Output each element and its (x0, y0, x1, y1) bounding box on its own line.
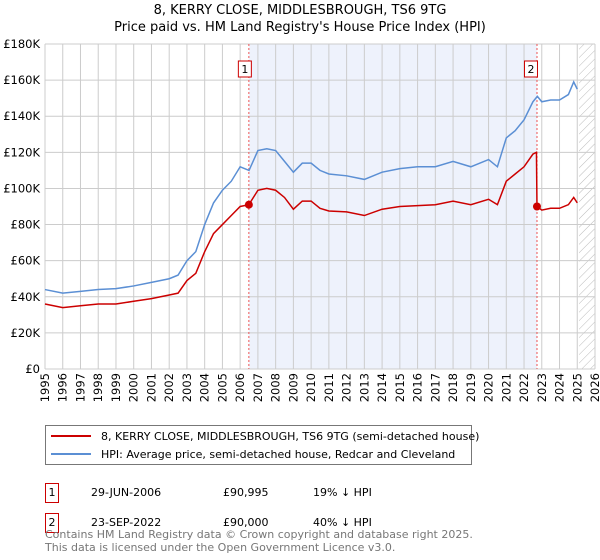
chart-subtitle: Price paid vs. HM Land Registry's House … (114, 20, 486, 35)
sale-date: 29-JUN-2006 (91, 486, 162, 499)
x-tick-label: 2009 (286, 373, 300, 402)
annotation-label: 1 (241, 63, 248, 76)
sale-date: 23-SEP-2022 (91, 516, 162, 529)
x-tick-label: 1999 (109, 373, 123, 402)
chart-title: 8, KERRY CLOSE, MIDDLESBROUGH, TS6 9TG (153, 3, 447, 18)
property-price-line (44, 151, 578, 309)
x-tick-label: 2023 (535, 373, 549, 402)
hpi-line (44, 80, 578, 294)
x-tick-label: 2020 (482, 373, 496, 402)
x-tick-label: 2013 (357, 373, 371, 402)
x-tick-label: 2014 (375, 373, 389, 402)
x-tick-label: 2008 (269, 373, 283, 402)
forecast-hatch (579, 44, 595, 369)
sale-price: £90,995 (223, 486, 269, 499)
annotation-box (523, 60, 538, 78)
x-tick-label: 2007 (251, 373, 265, 402)
y-tick-label: £140K (3, 109, 40, 123)
x-tick-label: 2024 (553, 373, 567, 402)
x-tick-label: 1996 (56, 373, 70, 402)
sale-hpi-diff: 19% ↓ HPI (313, 486, 372, 499)
price-chart: 1995 1996 1997 1998 1999 2000 2001 2002 2003 2004… (3, 37, 600, 402)
x-tick-label: 2004 (198, 373, 212, 402)
y-tick-label: £60K (11, 254, 41, 268)
legend: 8, KERRY CLOSE, MIDDLESBROUGH, TS6 9TG (… (45, 425, 479, 465)
x-tick-label: 2025 (570, 373, 584, 402)
y-tick-label: £20K (11, 326, 41, 340)
x-tick-label: 2019 (464, 373, 478, 402)
x-tick-label: 2012 (340, 373, 354, 402)
x-tick-label: 2011 (322, 373, 336, 402)
legend-swatch-property (51, 435, 91, 437)
annotation-label: 2 (527, 63, 534, 76)
sale-marker-badge: 2 (45, 513, 59, 533)
x-tick-label: 2018 (446, 373, 460, 402)
footer-line-2: This data is licensed under the Open Gov… (45, 541, 396, 554)
x-tick-label: 2016 (411, 373, 425, 402)
y-tick-label: £80K (11, 218, 41, 232)
footer: Contains HM Land Registry data © Crown c… (45, 528, 473, 554)
legend-swatch-hpi (51, 453, 91, 455)
y-tick-label: £40K (11, 290, 41, 304)
y-tick-label: £0 (25, 362, 40, 376)
footer-line-1: Contains HM Land Registry data © Crown c… (45, 528, 473, 541)
x-tick-label: 2026 (588, 373, 600, 402)
legend-label-property: 8, KERRY CLOSE, MIDDLESBROUGH, TS6 9TG (… (101, 429, 480, 443)
x-tick-label: 2022 (517, 373, 531, 402)
x-tick-label: 2003 (180, 373, 194, 402)
x-tick-label: 2005 (215, 373, 229, 402)
sale-marker-badge: 1 (45, 483, 59, 503)
legend-label-hpi: HPI: Average price, semi-detached house,… (101, 447, 456, 461)
sale-price: £90,000 (223, 516, 269, 529)
x-tick-label: 1997 (73, 373, 87, 402)
x-tick-label: 2015 (393, 373, 407, 402)
y-tick-label: £120K (3, 145, 40, 159)
y-tick-label: £100K (3, 181, 40, 195)
x-tick-label: 2010 (304, 373, 318, 402)
x-tick-label: 2021 (499, 373, 513, 402)
x-tick-label: 1995 (38, 373, 52, 402)
sale-point-marker (532, 202, 541, 211)
x-tick-label: 2017 (428, 373, 442, 402)
sale-point-marker (244, 200, 253, 209)
x-tick-label: 1998 (91, 373, 105, 402)
y-tick-label: £180K (3, 37, 40, 51)
annotation-box (237, 60, 252, 78)
x-tick-label: 2001 (144, 373, 158, 402)
y-tick-label: £160K (3, 73, 40, 87)
x-tick-label: 2002 (162, 373, 176, 402)
sale-hpi-diff: 40% ↓ HPI (313, 516, 372, 529)
x-tick-label: 2006 (233, 373, 247, 402)
x-tick-label: 2000 (127, 373, 141, 402)
